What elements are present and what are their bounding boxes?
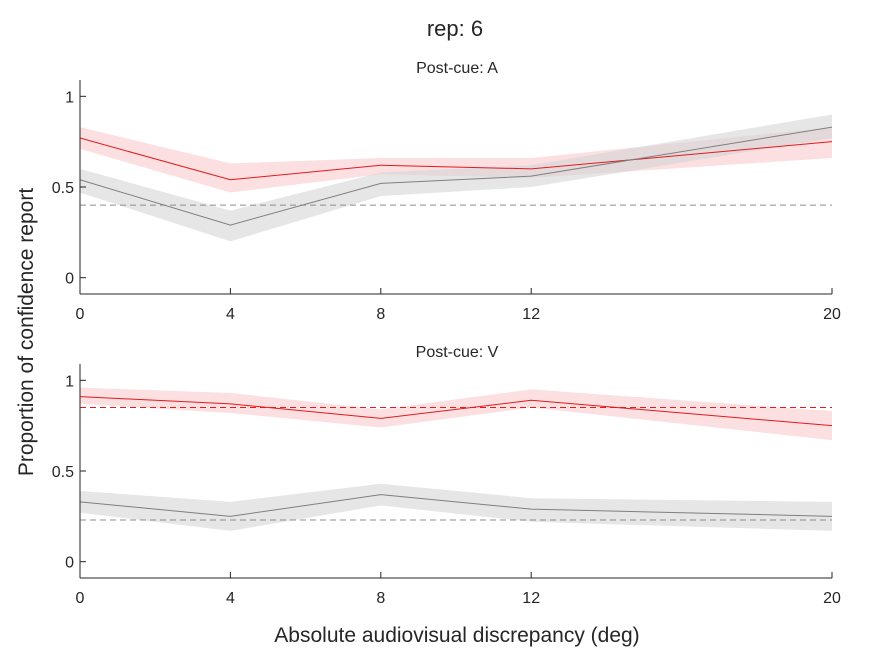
y-tick-label: 1 [65,89,74,106]
x-tick-label: 4 [226,590,235,607]
panel-post-cue-a: Post-cue: A 0 0.5 1 0 4 8 12 20 [52,60,841,323]
x-tick-label: 8 [376,590,385,607]
figure-title: rep: 6 [427,16,483,41]
x-tick-label: 0 [76,306,85,323]
y-tick-label: 0.5 [52,180,74,197]
x-tick-label: 12 [522,590,540,607]
series-line-gray [79,494,833,517]
series-line-red [79,396,833,427]
x-tick-label: 12 [522,306,540,323]
x-tick-label: 4 [226,306,235,323]
x-tick-label: 20 [823,306,841,323]
ci-band-red [80,387,832,441]
y-tick-label: 0 [65,555,74,572]
y-tick-label: 1 [65,373,74,390]
x-tick-label: 8 [376,306,385,323]
y-tick-label: 0 [65,271,74,288]
x-tick-label: 20 [823,590,841,607]
x-tick-label: 0 [76,590,85,607]
x-axis-label: Absolute audiovisual discrepancy (deg) [274,624,639,647]
y-axis-label: Proportion of confidence report [15,188,38,477]
panel-title: Post-cue: A [416,60,498,77]
panel-post-cue-v: Post-cue: V 0 0.5 1 0 4 8 12 20 [52,344,841,607]
ci-band-gray [80,114,832,242]
panel-title: Post-cue: V [416,344,499,361]
y-tick-label: 0.5 [52,464,74,481]
ci-band-gray [80,483,832,531]
series-line-gray [79,126,833,226]
